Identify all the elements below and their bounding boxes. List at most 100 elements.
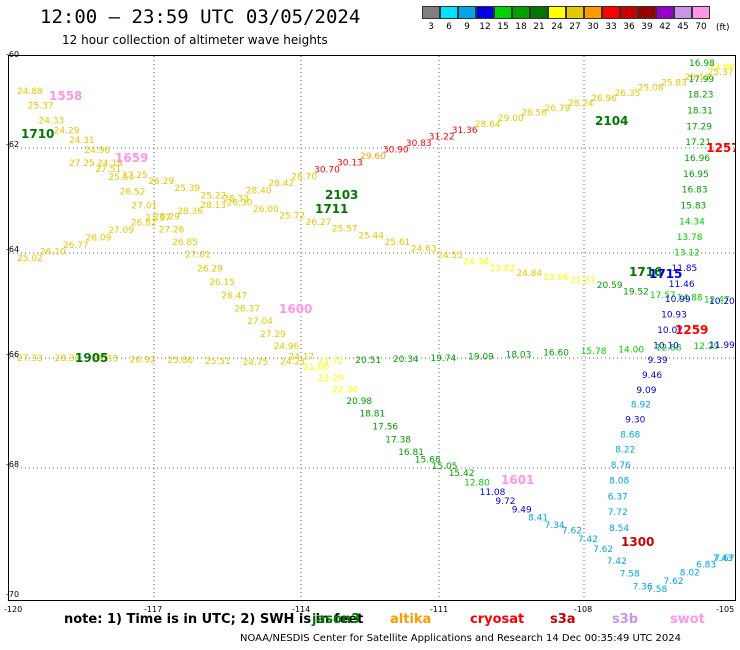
pass-time-label: 1259 xyxy=(675,323,708,337)
wave-height-value: 20.51 xyxy=(355,356,381,366)
wave-height-value: 20.98 xyxy=(346,397,372,407)
wave-height-value: 16.98 xyxy=(689,59,715,69)
wave-height-value: 7.58 xyxy=(620,570,640,580)
wave-height-value: 14.00 xyxy=(618,345,644,355)
page-subtitle: 12 hour collection of altimeter wave hei… xyxy=(62,33,328,47)
wave-height-value: 26.27 xyxy=(306,218,332,228)
wave-height-value: 30.83 xyxy=(406,139,432,149)
wave-height-value: 19.09 xyxy=(468,352,494,362)
wave-height-value: 26.96 xyxy=(591,94,617,104)
wave-height-value: 7.62 xyxy=(664,577,684,587)
wave-height-value: 18.31 xyxy=(687,107,713,117)
wave-height-value: 21.72 xyxy=(318,357,344,367)
wave-height-value: 25.08 xyxy=(638,84,664,94)
wave-height-value: 27.01 xyxy=(185,251,211,261)
longitude-tick: -108 xyxy=(574,605,593,614)
wave-height-value: 27.33 xyxy=(17,354,43,364)
wave-height-value: 7.34 xyxy=(545,521,565,531)
wave-height-value: 26.77 xyxy=(63,241,89,251)
legend-swatch xyxy=(422,6,440,19)
pass-time-label: 1710 xyxy=(21,127,54,141)
legend-bin-label: 6 xyxy=(446,22,452,32)
wave-height-value: 8.76 xyxy=(611,461,631,471)
wave-height-value: 8.68 xyxy=(620,431,640,441)
wave-height-value: 25.44 xyxy=(358,231,384,241)
legend-swatch xyxy=(566,6,584,19)
wave-height-value: 25.22 xyxy=(201,192,227,202)
wave-height-value: 17.99 xyxy=(688,75,714,85)
longitude-tick: -117 xyxy=(144,605,163,614)
legend-bin-label: 9 xyxy=(464,22,470,32)
wave-height-value: 14.34 xyxy=(679,217,705,227)
legend-swatch xyxy=(494,6,512,19)
wave-height-value: 11.99 xyxy=(709,341,735,351)
wave-height-value: 25.02 xyxy=(17,254,43,264)
wave-height-value: 9.09 xyxy=(636,386,656,396)
wave-height-value: 11.46 xyxy=(669,280,695,290)
longitude-tick: -120 xyxy=(4,605,23,614)
latitude-tick: -70 xyxy=(6,590,20,599)
wave-height-value: 9.49 xyxy=(512,505,532,515)
wave-height-value: 8.22 xyxy=(615,446,635,456)
pass-time-label: 1558 xyxy=(49,89,82,103)
legend-bin-label: 36 xyxy=(623,22,635,32)
wave-height-value: 7.43 xyxy=(713,554,733,564)
wave-height-value: 7.42 xyxy=(607,557,627,567)
wave-height-value: 25.83 xyxy=(661,78,687,88)
satellite-label-s3a: s3a xyxy=(550,612,576,627)
wave-height-value: 26.79 xyxy=(545,104,571,114)
wave-height-value: 23.82 xyxy=(490,264,516,274)
wave-height-value: 25.39 xyxy=(174,184,200,194)
legend-bin-label: 30 xyxy=(587,22,599,32)
legend-bin-label: 45 xyxy=(677,22,689,32)
legend-swatch xyxy=(656,6,674,19)
wave-height-value: 8.92 xyxy=(631,401,651,411)
pass-time-label: 1300 xyxy=(621,535,654,549)
footer-note: note: 1) Time is in UTC; 2) SWH is in fe… xyxy=(64,612,363,627)
wave-height-value: 24.18 xyxy=(97,159,123,169)
wave-height-value: 20.34 xyxy=(393,355,419,365)
wave-height-value: 17.29 xyxy=(686,122,712,132)
wave-height-value: 15.68 xyxy=(415,455,441,465)
wave-height-value: 10.99 xyxy=(665,295,691,305)
satellite-label-altika: altika xyxy=(390,612,432,627)
wave-height-value: 25.54 xyxy=(108,173,134,183)
wave-height-value: 27.29 xyxy=(260,330,286,340)
pass-time-label: 1257 xyxy=(706,141,736,155)
wave-height-value: 25.61 xyxy=(385,238,411,248)
wave-height-value: 28.33 xyxy=(223,194,249,204)
pass-time-label: 1711 xyxy=(315,202,348,216)
footer-note-text: note: 1) Time is in UTC; 2) SWH is in fe… xyxy=(64,612,364,627)
wave-height-value: 12.80 xyxy=(464,479,490,489)
wave-height-value: 25.13 xyxy=(684,73,710,83)
wave-height-value: 28.13 xyxy=(200,201,226,211)
legend-bin-label: 70 xyxy=(695,22,707,32)
pass-time-label: 1659 xyxy=(115,151,148,165)
wave-height-value: 25.57 xyxy=(332,225,358,235)
wave-height-value: 28.70 xyxy=(291,172,317,182)
pass-time-label: 2103 xyxy=(325,188,358,202)
wave-height-value: 16.60 xyxy=(543,348,569,358)
pass-time-label: 1716 xyxy=(629,265,662,279)
wave-height-value: 7.72 xyxy=(608,508,628,518)
legend-swatch xyxy=(548,6,566,19)
wave-height-value: 26.09 xyxy=(86,234,112,244)
wave-height-value: 25.51 xyxy=(205,357,231,367)
wave-height-value: 11.85 xyxy=(672,264,698,274)
wave-height-value: 24.84 xyxy=(516,269,542,279)
wave-height-value: 17.21 xyxy=(685,138,711,148)
wave-height-value: 16.81 xyxy=(398,448,424,458)
legend-bin-label: 15 xyxy=(497,22,509,32)
wave-height-value: 15.42 xyxy=(449,469,475,479)
wave-height-value: 30.13 xyxy=(337,159,363,169)
page-title: 12:00 – 23:59 UTC 03/05/2024 xyxy=(40,6,361,28)
map-svg: 24.8825.3724.3324.2924.3124.9624.1825.54… xyxy=(9,56,736,600)
wave-height-value: 7.62 xyxy=(562,527,582,537)
wave-height-value: 24.17 xyxy=(289,353,315,363)
wave-height-value: 23.98 xyxy=(709,63,735,73)
wave-height-value: 16.96 xyxy=(684,154,710,164)
wave-height-value: 15.83 xyxy=(681,202,707,212)
wave-height-value: 17.57 xyxy=(650,291,676,301)
wave-height-value: 8.41 xyxy=(528,514,548,524)
